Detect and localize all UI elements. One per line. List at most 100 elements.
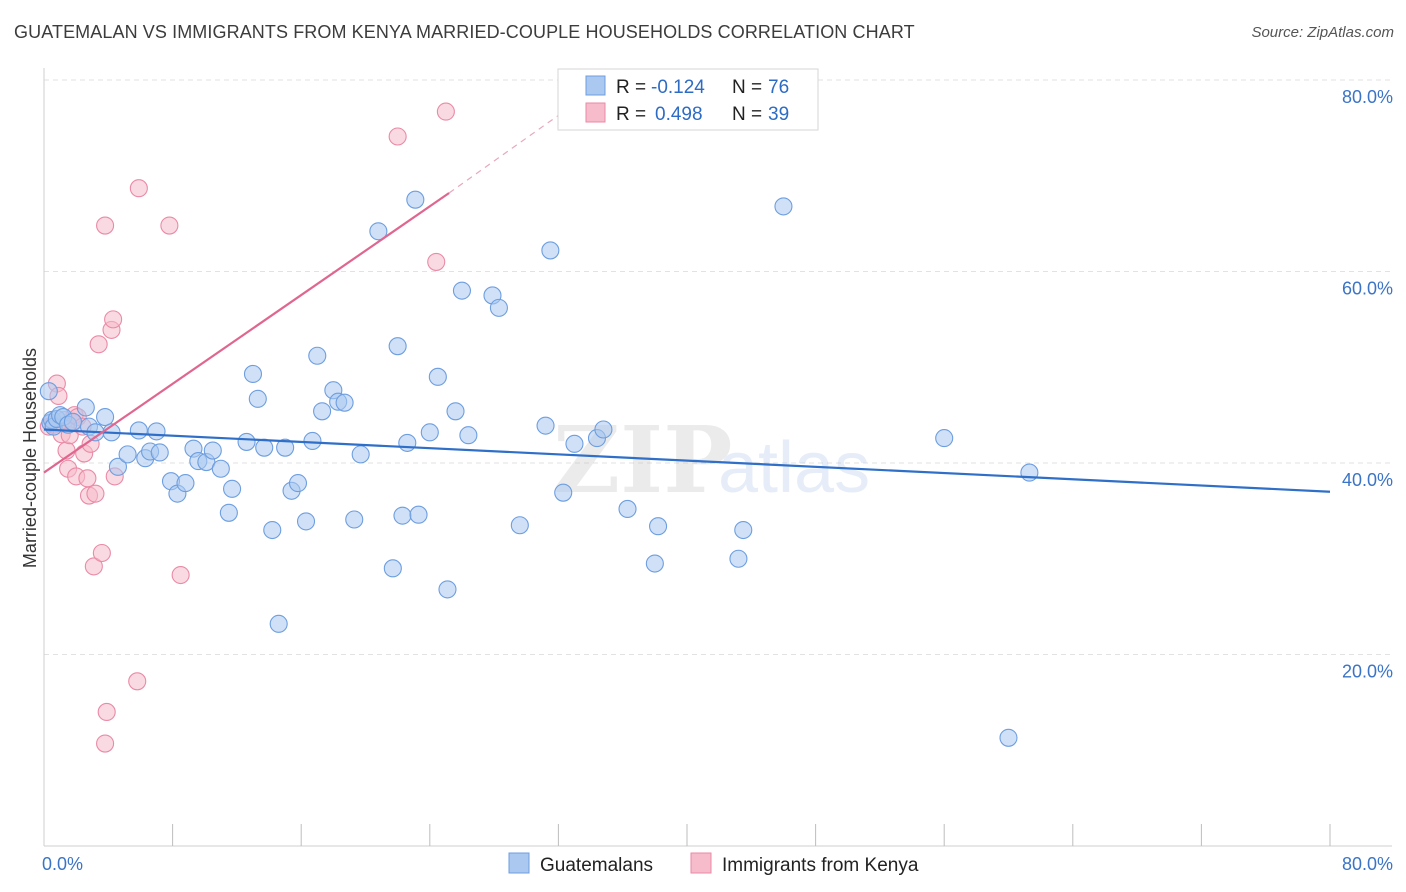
guatemalans-point-65 <box>536 416 555 435</box>
x-tick-label-80: 80.0% <box>1342 854 1393 874</box>
guatemalans-point-78 <box>999 728 1018 747</box>
guatemalans-point-50 <box>383 559 402 578</box>
guatemalans-point-71 <box>618 499 637 519</box>
legend-r-label-blue: R = <box>616 77 646 98</box>
watermark-zip: ZIP <box>553 406 732 514</box>
guatemalans-point-49 <box>369 222 388 241</box>
guatemalans-point-61 <box>459 426 478 445</box>
guatemalans-point-76 <box>774 197 793 216</box>
guatemalans-point-58 <box>438 580 457 599</box>
y-axis-label: Married-couple Households <box>20 348 40 568</box>
guatemalans-point-70 <box>594 420 613 439</box>
legend-swatch-blue <box>585 75 606 96</box>
legend-bottom-swatch-blue <box>508 852 530 874</box>
y-tick-label-40: 40.0% <box>1342 470 1393 490</box>
guatemalans-point-75 <box>734 520 753 540</box>
kenya-point-27 <box>104 310 123 329</box>
legend-series: Guatemalans Immigrants from Kenya <box>508 852 919 876</box>
guatemalans-point-74 <box>729 549 748 568</box>
guatemalans-point-57 <box>428 367 447 386</box>
kenya-point-30 <box>129 179 148 198</box>
kenya-point-29 <box>128 672 147 691</box>
series-guatemalans-points <box>39 190 1039 747</box>
y-tick-label-60: 60.0% <box>1342 279 1393 299</box>
legend-n-label-blue: N = <box>732 77 762 98</box>
legend-bottom-label-guatemalans: Guatemalans <box>540 855 653 876</box>
trend-lines <box>43 103 1331 493</box>
guatemalans-point-47 <box>345 510 364 529</box>
guatemalans-point-31 <box>237 432 256 451</box>
guatemalans-point-53 <box>398 433 417 452</box>
guatemalans-point-51 <box>388 337 407 356</box>
kenya-point-22 <box>92 543 111 563</box>
guatemalans-point-59 <box>446 402 465 421</box>
guatemalans-point-55 <box>409 505 428 524</box>
legend-bottom-swatch-pink <box>690 852 712 874</box>
guatemalans-point-16 <box>129 421 148 440</box>
guatemalans-point-64 <box>510 516 529 535</box>
guatemalans-point-20 <box>150 443 169 462</box>
guatemalans-point-52 <box>393 506 412 525</box>
guatemalans-point-27 <box>203 441 222 460</box>
guatemalans-point-15 <box>118 445 137 464</box>
legend-stats: R = -0.124 N = 76 R = 0.498 N = 39 <box>557 68 819 131</box>
kenya-point-32 <box>171 565 190 585</box>
kenya-point-16 <box>78 469 97 488</box>
guatemalans-point-35 <box>263 520 282 540</box>
kenya-point-31 <box>160 216 179 235</box>
guatemalans-point-8 <box>63 412 82 431</box>
guatemalans-point-34 <box>255 438 274 457</box>
legend-n-value-blue: 76 <box>768 77 789 98</box>
guatemalans-point-68 <box>565 434 584 453</box>
kenya-point-23 <box>96 216 115 235</box>
guatemalans-point-56 <box>420 423 439 442</box>
guatemalans-point-39 <box>288 474 308 493</box>
legend-n-value-pink: 39 <box>768 104 789 125</box>
guatemalans-point-14 <box>108 457 127 476</box>
guatemalans-point-46 <box>335 393 354 412</box>
guatemalans-point-66 <box>541 241 560 260</box>
kenya-point-34 <box>427 252 446 271</box>
kenya-point-33 <box>388 127 407 146</box>
kenya-point-21 <box>89 335 108 354</box>
legend-r-value-blue: -0.124 <box>651 77 705 98</box>
legend-r-value-pink: 0.498 <box>655 104 703 125</box>
kenya-trend-line <box>43 192 450 474</box>
y-tick-label-80: 80.0% <box>1342 87 1393 107</box>
guatemalans-point-67 <box>554 483 573 502</box>
axes <box>43 68 1392 847</box>
guatemalans-point-12 <box>96 407 115 427</box>
legend-r-label-pink: R = <box>616 104 646 125</box>
kenya-trend-extension <box>448 103 575 194</box>
guatemalans-point-41 <box>303 431 322 451</box>
guatemalans-point-19 <box>147 422 166 441</box>
chart-title: GUATEMALAN VS IMMIGRANTS FROM KENYA MARR… <box>14 22 915 42</box>
guatemalans-point-42 <box>308 346 327 365</box>
kenya-point-20 <box>86 484 105 503</box>
kenya-point-24 <box>96 734 115 753</box>
gridlines <box>44 79 1392 655</box>
guatemalans-point-73 <box>649 517 668 536</box>
x-tick-label-0: 0.0% <box>42 854 83 874</box>
legend-n-label-pink: N = <box>732 104 762 125</box>
guatemalans-point-54 <box>406 190 425 209</box>
guatemalans-point-48 <box>351 445 370 464</box>
guatemalans-point-32 <box>243 364 263 384</box>
guatemalans-point-28 <box>211 459 230 478</box>
guatemalans-point-0 <box>39 382 58 401</box>
kenya-point-35 <box>436 102 455 121</box>
guatemalans-point-43 <box>313 402 332 421</box>
guatemalans-point-37 <box>276 438 295 457</box>
guatemalans-point-36 <box>269 614 288 633</box>
kenya-point-25 <box>97 702 116 722</box>
guatemalans-point-72 <box>645 554 664 573</box>
guatemalans-point-30 <box>223 479 242 498</box>
kenya-point-19 <box>84 557 103 576</box>
guatemalans-point-40 <box>296 512 316 531</box>
watermark: ZIP atlas <box>553 406 870 514</box>
legend-swatch-pink <box>585 102 606 123</box>
guatemalans-point-63 <box>489 298 508 317</box>
guatemalans-point-60 <box>452 281 472 300</box>
legend-bottom-label-kenya: Immigrants from Kenya <box>722 855 919 876</box>
